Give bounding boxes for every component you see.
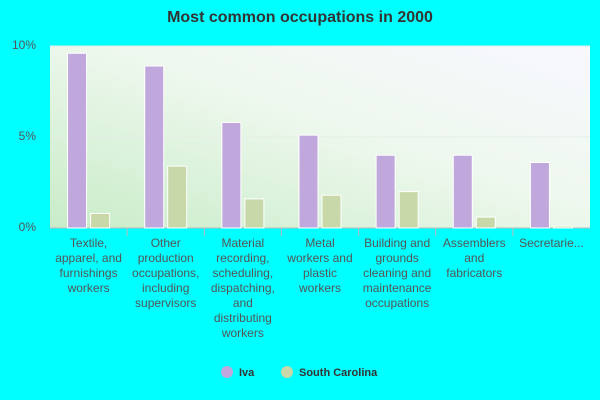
bar — [167, 165, 188, 229]
x-tick-label-box: Metal workers and plastic workers — [287, 236, 353, 295]
bar — [475, 216, 496, 229]
x-tick-label-box: Textile, apparel, and furnishings worker… — [55, 236, 122, 295]
x-tick-label-box: Other production occupations, including … — [132, 236, 200, 310]
x-tick-label-box: Secretarie... — [519, 236, 584, 250]
bar — [67, 52, 88, 229]
y-tick-label: 0% — [19, 220, 37, 234]
chart-title: Most common occupations in 2000 — [167, 9, 433, 26]
bar — [529, 161, 550, 229]
legend-label: South Carolina — [299, 367, 378, 379]
bar — [221, 121, 242, 229]
x-tick-label: Assemblers and fabricators — [442, 236, 506, 280]
bar — [375, 154, 396, 229]
legend-label: Iva — [239, 367, 255, 379]
x-tick-label: Other production occupations, including … — [132, 236, 200, 310]
bar — [298, 134, 319, 229]
x-tick-label: Secretarie... — [519, 236, 584, 250]
x-tick-label-box: Material recording, scheduling, dispatch… — [210, 236, 275, 340]
x-tick-label: Building and grounds cleaning and mainte… — [362, 236, 432, 310]
x-tick-label-box: Building and grounds cleaning and mainte… — [362, 236, 432, 310]
bar — [452, 154, 473, 229]
x-tick-label: Textile, apparel, and furnishings worker… — [55, 236, 122, 295]
bar — [552, 225, 573, 229]
bar — [244, 198, 265, 229]
bar — [321, 194, 342, 229]
bar — [90, 212, 111, 229]
y-tick-label: 10% — [12, 38, 36, 52]
legend-swatch — [221, 366, 233, 378]
y-tick-label: 5% — [19, 129, 37, 143]
x-tick-label: Metal workers and plastic workers — [287, 236, 353, 295]
x-tick-label-box: Assemblers and fabricators — [442, 236, 506, 280]
bar — [144, 65, 165, 229]
bar — [398, 191, 419, 229]
x-tick-label: Material recording, scheduling, dispatch… — [210, 236, 275, 340]
legend-swatch — [281, 366, 293, 378]
